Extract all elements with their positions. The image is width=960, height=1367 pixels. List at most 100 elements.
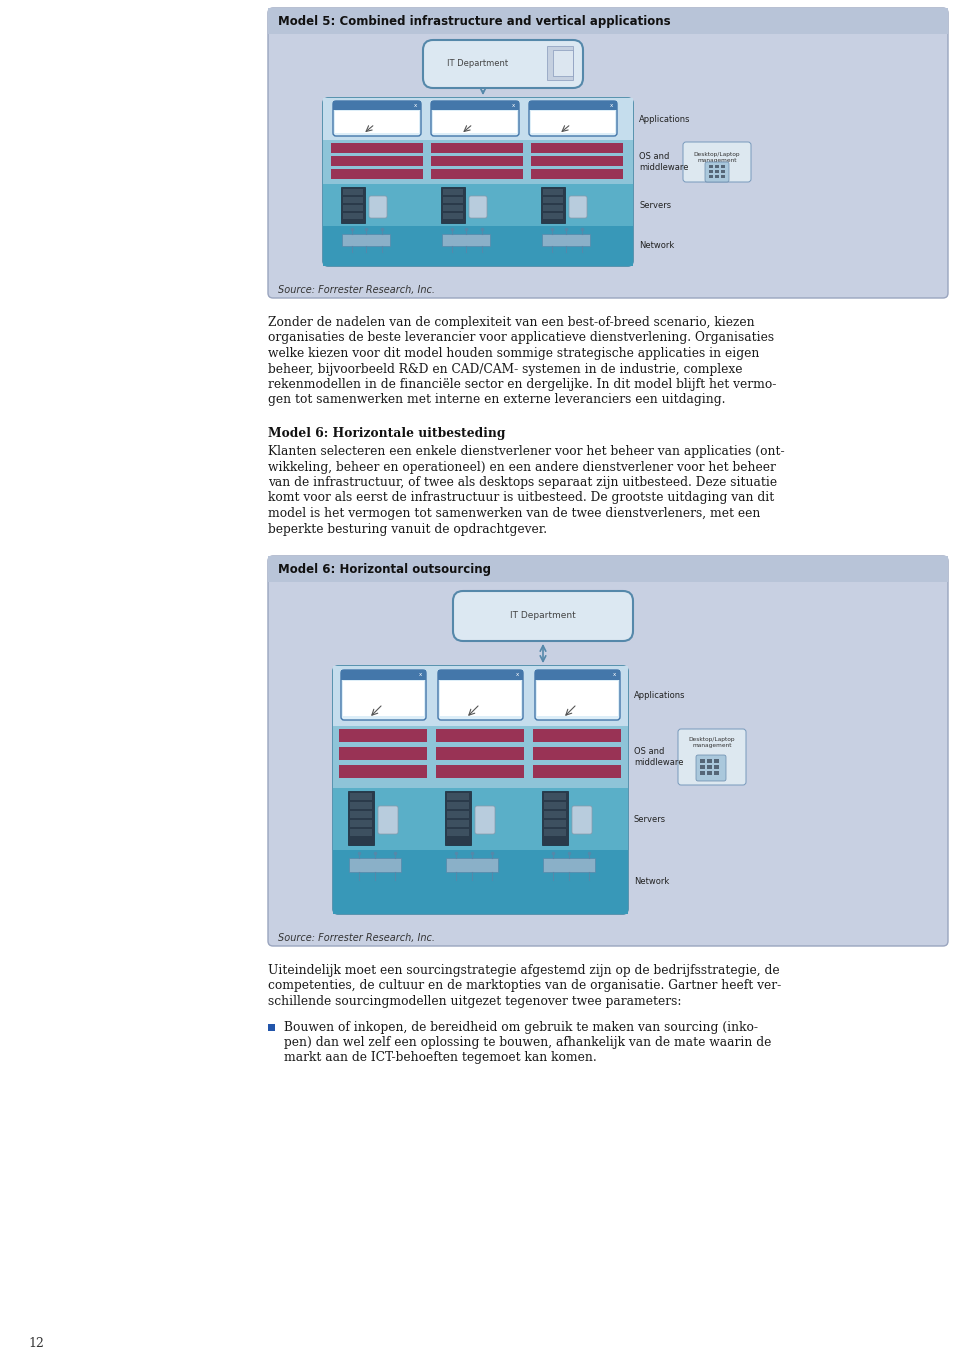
Bar: [350, 820, 372, 827]
FancyBboxPatch shape: [683, 142, 751, 182]
Text: gen tot samenwerken met interne en externe leveranciers een uitdaging.: gen tot samenwerken met interne en exter…: [268, 394, 726, 406]
Text: Bouwen of inkopen, de bereidheid om gebruik te maken van sourcing (inko-: Bouwen of inkopen, de bereidheid om gebr…: [284, 1021, 758, 1033]
Bar: [323, 185, 633, 226]
Text: competenties, de cultuur en de marktopties van de organisatie. Gartner heeft ver: competenties, de cultuur en de marktopti…: [268, 980, 781, 992]
FancyBboxPatch shape: [535, 670, 620, 720]
Text: schillende sourcingmodellen uitgezet tegenover twee parameters:: schillende sourcingmodellen uitgezet teg…: [268, 995, 682, 1007]
Bar: [715, 165, 719, 168]
Bar: [339, 746, 427, 760]
Bar: [541, 187, 565, 223]
Bar: [533, 746, 621, 760]
Text: Model 6: Horizontale uitbesteding: Model 6: Horizontale uitbesteding: [268, 427, 506, 440]
Bar: [333, 787, 628, 850]
Bar: [331, 144, 423, 153]
FancyBboxPatch shape: [678, 729, 746, 785]
Bar: [543, 858, 595, 872]
Bar: [445, 791, 471, 845]
Text: OS and
middleware: OS and middleware: [634, 748, 684, 767]
FancyBboxPatch shape: [696, 755, 726, 781]
Text: 12: 12: [28, 1337, 44, 1351]
Bar: [443, 205, 463, 211]
Bar: [543, 213, 563, 219]
FancyBboxPatch shape: [469, 195, 487, 217]
Bar: [707, 766, 712, 770]
Bar: [438, 670, 523, 679]
Bar: [442, 234, 490, 246]
Bar: [343, 197, 363, 204]
Bar: [707, 759, 712, 763]
Text: Applications: Applications: [634, 692, 685, 700]
FancyBboxPatch shape: [369, 195, 387, 217]
Bar: [707, 771, 712, 775]
Bar: [436, 729, 524, 742]
Bar: [700, 771, 705, 775]
Bar: [443, 197, 463, 204]
Bar: [323, 226, 633, 267]
Text: komt voor als eerst de infrastructuur is uitbesteed. De grootste uitdaging van d: komt voor als eerst de infrastructuur is…: [268, 492, 775, 504]
FancyBboxPatch shape: [572, 807, 592, 834]
FancyBboxPatch shape: [423, 40, 583, 87]
Bar: [440, 681, 521, 716]
Bar: [537, 681, 618, 716]
FancyBboxPatch shape: [268, 8, 948, 298]
Bar: [529, 101, 617, 109]
FancyBboxPatch shape: [431, 101, 519, 135]
Text: OS and
middleware: OS and middleware: [639, 152, 688, 172]
Text: Servers: Servers: [634, 815, 666, 823]
Bar: [323, 139, 633, 185]
Bar: [343, 213, 363, 219]
Bar: [348, 791, 374, 845]
Bar: [436, 766, 524, 778]
Text: IT Department: IT Department: [510, 611, 576, 621]
FancyBboxPatch shape: [333, 101, 421, 135]
Bar: [331, 156, 423, 165]
Bar: [349, 858, 401, 872]
Text: Source: Forrester Research, Inc.: Source: Forrester Research, Inc.: [278, 284, 435, 295]
Text: x: x: [512, 103, 515, 108]
Bar: [544, 793, 566, 800]
Text: Network: Network: [639, 242, 674, 250]
Bar: [547, 46, 573, 81]
Text: Model 6: Horizontal outsourcing: Model 6: Horizontal outsourcing: [278, 562, 491, 576]
FancyBboxPatch shape: [323, 98, 633, 267]
Bar: [531, 111, 615, 133]
Bar: [447, 820, 469, 827]
Bar: [431, 101, 519, 109]
Bar: [721, 165, 725, 168]
Bar: [335, 111, 419, 133]
Text: beheer, bijvoorbeeld R&D en CAD/CAM- systemen in de industrie, complexe: beheer, bijvoorbeeld R&D en CAD/CAM- sys…: [268, 362, 742, 376]
Text: Uiteindelijk moet een sourcingstrategie afgestemd zijn op de bedrijfsstrategie, : Uiteindelijk moet een sourcingstrategie …: [268, 964, 780, 977]
Bar: [431, 144, 523, 153]
Bar: [343, 205, 363, 211]
Text: wikkeling, beheer en operationeel) en een andere dienstverlener voor het beheer: wikkeling, beheer en operationeel) en ee…: [268, 461, 776, 473]
Bar: [443, 213, 463, 219]
Text: Source: Forrester Research, Inc.: Source: Forrester Research, Inc.: [278, 934, 435, 943]
Text: van de infrastructuur, of twee als desktops separaat zijn uitbesteed. Deze situa: van de infrastructuur, of twee als deskt…: [268, 476, 778, 489]
Bar: [543, 189, 563, 195]
FancyBboxPatch shape: [453, 591, 633, 641]
Bar: [544, 802, 566, 809]
Bar: [542, 791, 568, 845]
Text: Desktop/Laptop
management: Desktop/Laptop management: [688, 737, 735, 748]
Bar: [543, 205, 563, 211]
Text: x: x: [414, 103, 417, 108]
FancyBboxPatch shape: [378, 807, 398, 834]
FancyBboxPatch shape: [438, 670, 523, 720]
Bar: [433, 111, 517, 133]
Bar: [350, 828, 372, 837]
Bar: [447, 828, 469, 837]
Bar: [542, 234, 590, 246]
Text: x: x: [610, 103, 612, 108]
Bar: [714, 766, 719, 770]
Bar: [700, 759, 705, 763]
Bar: [436, 746, 524, 760]
Bar: [531, 156, 623, 165]
Bar: [544, 811, 566, 817]
Text: x: x: [612, 673, 615, 678]
Bar: [333, 850, 628, 915]
Bar: [447, 802, 469, 809]
Bar: [447, 793, 469, 800]
Text: Model 5: Combined infrastructure and vertical applications: Model 5: Combined infrastructure and ver…: [278, 15, 671, 27]
Bar: [341, 670, 426, 679]
Text: Network: Network: [634, 878, 669, 887]
